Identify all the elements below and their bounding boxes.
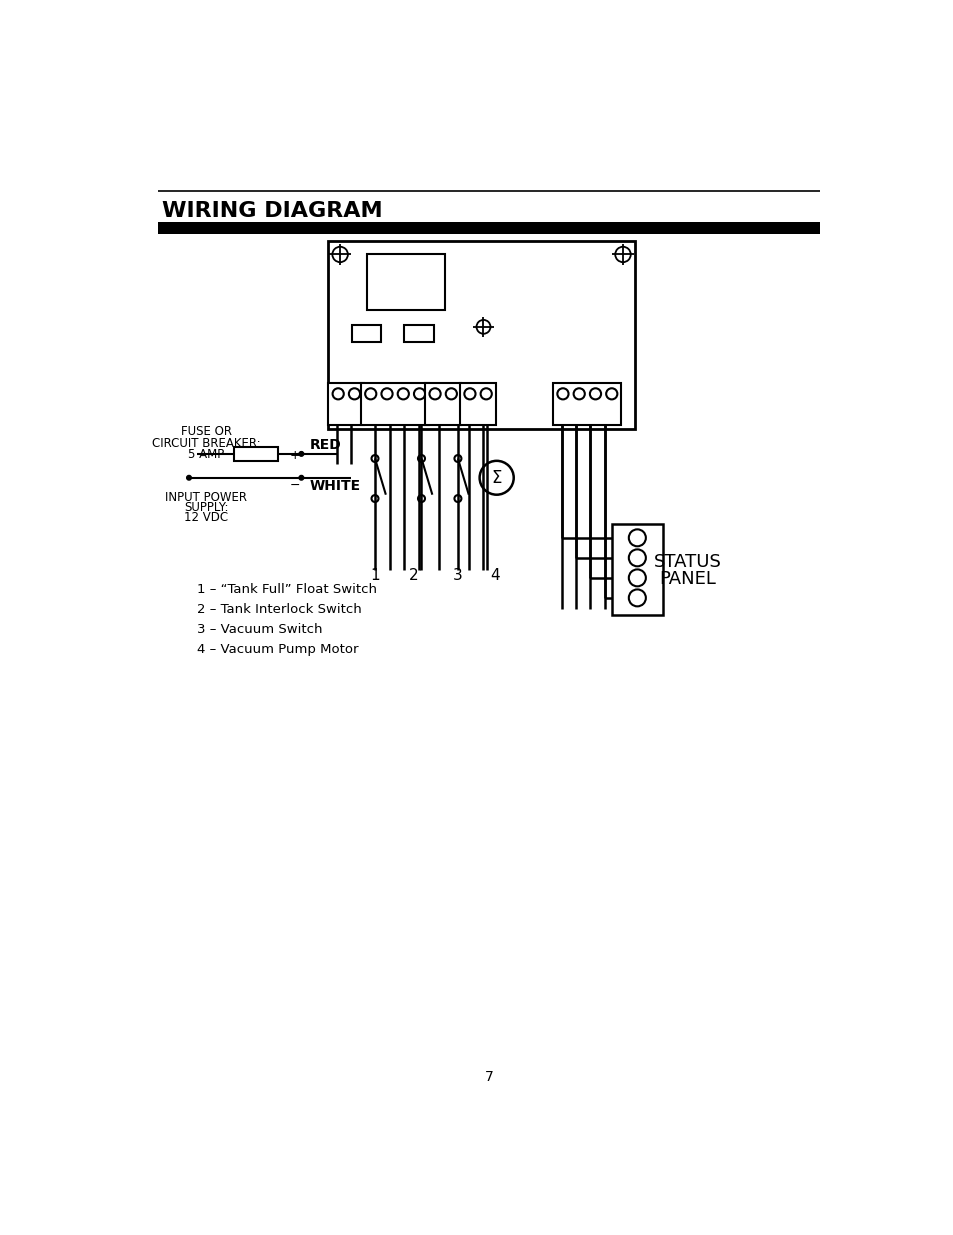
Text: FUSE OR: FUSE OR bbox=[180, 425, 232, 438]
Circle shape bbox=[417, 454, 424, 462]
Circle shape bbox=[429, 388, 440, 399]
Circle shape bbox=[381, 388, 393, 399]
Circle shape bbox=[187, 475, 192, 480]
Bar bbox=[360, 383, 429, 425]
Circle shape bbox=[628, 530, 645, 546]
Circle shape bbox=[454, 495, 461, 501]
Circle shape bbox=[371, 454, 378, 462]
Circle shape bbox=[365, 388, 375, 399]
Circle shape bbox=[615, 247, 630, 262]
Text: STATUS: STATUS bbox=[653, 553, 720, 572]
Circle shape bbox=[479, 461, 513, 495]
Bar bbox=[328, 383, 364, 425]
Text: 2 – Tank Interlock Switch: 2 – Tank Interlock Switch bbox=[196, 603, 361, 616]
Circle shape bbox=[573, 388, 584, 399]
Circle shape bbox=[480, 388, 492, 399]
Circle shape bbox=[445, 388, 456, 399]
Text: PANEL: PANEL bbox=[659, 571, 716, 588]
Circle shape bbox=[605, 388, 617, 399]
Text: 2: 2 bbox=[409, 568, 418, 583]
Bar bbox=[352, 325, 381, 342]
Text: 4: 4 bbox=[490, 568, 499, 583]
Bar bbox=[233, 447, 278, 461]
Bar bbox=[158, 222, 819, 235]
Circle shape bbox=[628, 569, 645, 587]
Text: Σ: Σ bbox=[491, 469, 501, 487]
Circle shape bbox=[414, 388, 425, 399]
Text: 7: 7 bbox=[484, 1070, 493, 1084]
Text: −: − bbox=[290, 479, 300, 493]
Text: 3 – Vacuum Switch: 3 – Vacuum Switch bbox=[196, 624, 322, 636]
Circle shape bbox=[298, 452, 303, 456]
Bar bbox=[425, 383, 460, 425]
Bar bbox=[367, 254, 444, 310]
Text: 1: 1 bbox=[370, 568, 379, 583]
Circle shape bbox=[557, 388, 568, 399]
Circle shape bbox=[417, 495, 424, 501]
Text: 5 AMP: 5 AMP bbox=[188, 448, 224, 462]
Bar bbox=[459, 383, 496, 425]
Circle shape bbox=[464, 388, 475, 399]
Circle shape bbox=[397, 388, 409, 399]
Circle shape bbox=[349, 388, 359, 399]
Bar bbox=[612, 524, 661, 615]
Circle shape bbox=[332, 247, 348, 262]
Bar bbox=[404, 325, 434, 342]
Text: 12 VDC: 12 VDC bbox=[184, 511, 228, 524]
Text: RED: RED bbox=[310, 438, 341, 452]
Text: INPUT POWER: INPUT POWER bbox=[165, 490, 247, 504]
Text: +: + bbox=[290, 450, 300, 462]
Text: WIRING DIAGRAM: WIRING DIAGRAM bbox=[162, 200, 382, 221]
Text: WHITE: WHITE bbox=[310, 479, 360, 493]
Text: CIRCUIT BREAKER:: CIRCUIT BREAKER: bbox=[152, 437, 260, 450]
Bar bbox=[328, 241, 634, 430]
Text: 3: 3 bbox=[453, 568, 462, 583]
Circle shape bbox=[371, 495, 378, 501]
Circle shape bbox=[454, 454, 461, 462]
Text: 1 – “Tank Full” Float Switch: 1 – “Tank Full” Float Switch bbox=[196, 583, 376, 597]
Circle shape bbox=[476, 320, 490, 333]
Circle shape bbox=[333, 388, 343, 399]
Circle shape bbox=[628, 589, 645, 606]
Circle shape bbox=[628, 550, 645, 567]
Circle shape bbox=[298, 475, 303, 480]
Bar bbox=[553, 383, 620, 425]
Circle shape bbox=[589, 388, 600, 399]
Text: 4 – Vacuum Pump Motor: 4 – Vacuum Pump Motor bbox=[196, 643, 358, 656]
Text: SUPPLY:: SUPPLY: bbox=[184, 501, 228, 514]
